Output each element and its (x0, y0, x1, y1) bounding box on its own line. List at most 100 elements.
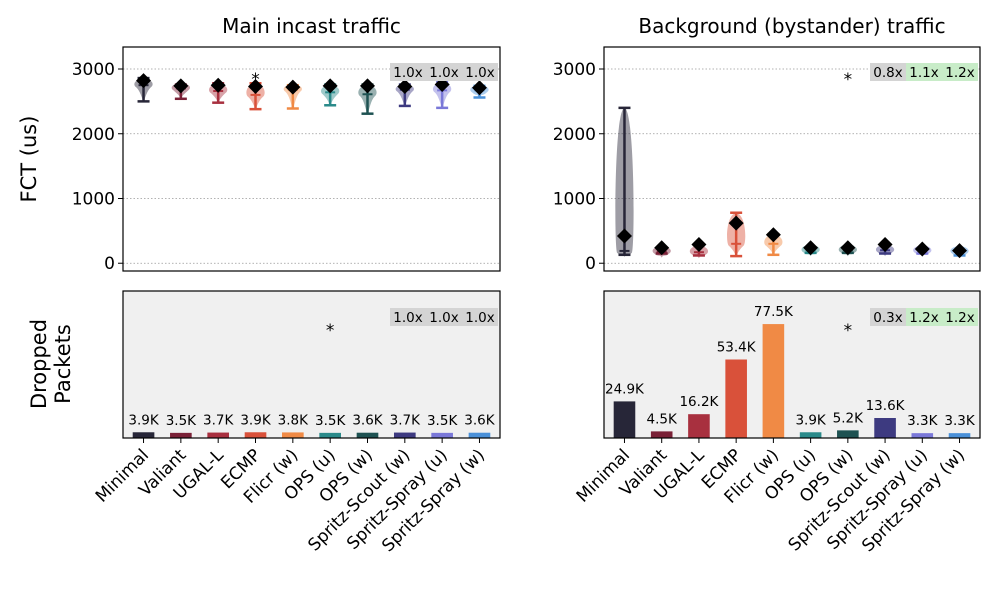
drop-data-label: 3.7K (203, 413, 234, 429)
ratio-badge-bg (906, 63, 942, 81)
fct-tick-label: 1000 (553, 189, 596, 209)
drop-bar (319, 432, 341, 438)
significance-star: * (844, 70, 853, 90)
drop-data-label: 77.5K (754, 304, 794, 320)
category-label: Minimal (92, 445, 153, 506)
drop-data-label: 3.6K (464, 413, 495, 429)
ratio-badge: 1.0x (465, 65, 494, 81)
drop-bar (132, 432, 155, 438)
drop-data-label: 3.7K (390, 413, 421, 429)
drop-data-label: 3.8K (278, 412, 309, 428)
drop-bar (874, 418, 896, 438)
drop-ratio-badge: 0.3x (873, 310, 902, 326)
fct-tick-label: 3000 (72, 60, 115, 80)
drop-bar (725, 359, 747, 438)
fct-panel-frame (122, 46, 501, 272)
fct-tick-label: 0 (585, 254, 596, 274)
drop-significance-star: * (844, 321, 853, 341)
drop-ratio-badge: 1.0x (465, 310, 494, 326)
category-label: Minimal (573, 445, 634, 506)
mean-marker (285, 79, 301, 95)
drop-bar (762, 324, 785, 438)
fct-panel-frame (603, 46, 981, 272)
drop-ratio-badge: 1.2x (909, 310, 938, 326)
drop-data-label: 3.5K (166, 413, 197, 429)
drop-axis-label-line1: Dropped (27, 319, 51, 409)
mean-marker (173, 78, 189, 94)
drop-ratio-badge-bg (906, 308, 942, 326)
significance-star: * (251, 70, 260, 90)
drop-bar (911, 433, 934, 438)
drop-bar (613, 401, 636, 438)
drop-data-label: 16.2K (679, 394, 719, 410)
ratio-badge-bg (870, 63, 906, 81)
drop-data-label: 3.9K (795, 412, 826, 428)
drop-ratio-badge: 1.2x (945, 310, 974, 326)
mean-marker (616, 228, 632, 244)
drop-data-label: 3.5K (427, 413, 458, 429)
ratio-badge: 1.1x (909, 65, 938, 81)
ratio-badge: 1.0x (429, 65, 458, 81)
mean-marker (471, 80, 487, 96)
ratio-badge: 0.8x (873, 65, 902, 81)
drop-data-label: 3.9K (240, 412, 271, 428)
drop-data-label: 3.9K (128, 412, 159, 428)
fct-tick-label: 2000 (553, 125, 596, 145)
drop-bar (688, 414, 710, 438)
ratio-badge: 1.0x (393, 65, 422, 81)
drop-bar (431, 432, 453, 438)
ratio-badge-bg (426, 63, 462, 81)
drop-bar (356, 432, 379, 438)
drop-data-label: 13.6K (866, 398, 906, 414)
drop-ratio-badge-bg (870, 308, 906, 326)
panel-title: Background (bystander) traffic (638, 14, 945, 38)
drop-ratio-badge: 1.0x (393, 310, 422, 326)
drop-data-label: 4.5K (647, 411, 678, 427)
mean-marker (654, 240, 670, 256)
ratio-badge-bg (942, 63, 978, 81)
mean-marker (359, 78, 375, 94)
drop-data-label: 24.9K (605, 381, 645, 397)
drop-axis-label-line2: Packets (51, 324, 75, 404)
drop-bar (282, 432, 304, 438)
drop-data-label: 3.5K (315, 413, 346, 429)
drop-bar (650, 431, 673, 438)
drop-bar (207, 432, 230, 438)
drop-ratio-badge-bg (462, 308, 498, 326)
drop-panel-frame (122, 290, 501, 439)
drop-ratio-badge-bg (426, 308, 462, 326)
drop-bar (799, 432, 822, 438)
drop-ratio-badge: 1.0x (429, 310, 458, 326)
mean-marker (765, 227, 781, 243)
mean-marker (136, 73, 152, 89)
fct-panel-bg (604, 47, 980, 271)
drop-bar (468, 432, 491, 438)
fct-tick-label: 0 (104, 254, 115, 274)
panel-title: Main incast traffic (222, 14, 401, 38)
fct-tick-label: 3000 (553, 60, 596, 80)
mean-marker (248, 78, 264, 94)
mean-marker (914, 241, 930, 257)
drop-bar (244, 432, 267, 438)
mean-marker (877, 236, 893, 252)
fct-tick-label: 1000 (72, 189, 115, 209)
mean-marker (803, 240, 819, 256)
mean-marker (322, 78, 338, 94)
drop-panel-frame (603, 290, 981, 439)
drop-data-label: 53.4K (717, 340, 757, 356)
drop-axis-label: Dropped Packets (27, 319, 75, 409)
mean-marker (952, 243, 968, 259)
drop-significance-star: * (326, 321, 335, 341)
drop-bar (170, 432, 192, 438)
ratio-badge-bg (390, 63, 426, 81)
drop-bar (837, 430, 859, 438)
drop-data-label: 5.2K (833, 410, 864, 426)
fct-tick-label: 2000 (72, 125, 115, 145)
drop-bar (393, 432, 416, 438)
drop-data-label: 3.6K (352, 413, 383, 429)
mean-marker (210, 77, 226, 93)
mean-marker (840, 240, 856, 256)
mean-marker (728, 215, 744, 231)
drop-data-label: 3.3K (944, 413, 975, 429)
